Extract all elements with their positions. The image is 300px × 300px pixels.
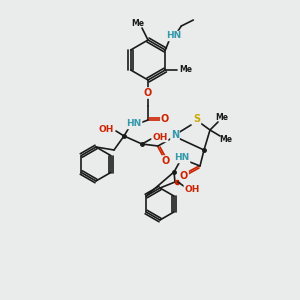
Text: OH: OH — [152, 133, 168, 142]
Text: HN: HN — [126, 119, 142, 128]
Text: Me: Me — [220, 136, 232, 145]
Text: O: O — [161, 114, 169, 124]
Text: OH: OH — [98, 124, 114, 134]
Text: HN: HN — [166, 32, 181, 40]
Text: Me: Me — [215, 113, 229, 122]
Text: O: O — [144, 88, 152, 98]
Text: Me: Me — [131, 20, 145, 28]
Text: N: N — [171, 130, 179, 140]
Text: O: O — [180, 171, 188, 181]
Text: Me: Me — [179, 65, 192, 74]
Text: HN: HN — [174, 154, 190, 163]
Text: O: O — [162, 156, 170, 166]
Text: OH: OH — [184, 184, 200, 194]
Text: S: S — [194, 114, 201, 124]
